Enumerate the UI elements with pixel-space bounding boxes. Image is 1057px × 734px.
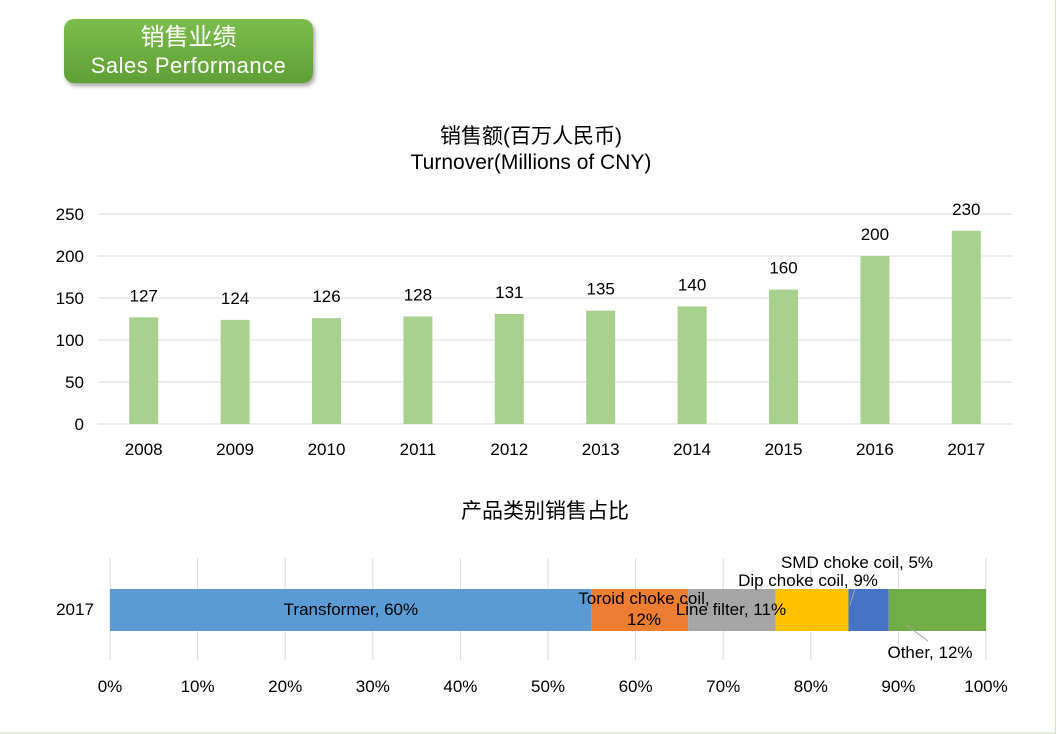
turnover-bar-chart: 销售额(百万人民币) Turnover(Millions of CNY) 0 50… <box>56 125 1012 459</box>
x-tick-label: 20% <box>268 677 302 696</box>
segment-label-line-filter: Line filter, 11% <box>676 600 786 619</box>
y-tick-label: 250 <box>56 205 84 224</box>
bar-value-label: 140 <box>678 275 706 294</box>
bar-value-label: 135 <box>587 280 615 299</box>
x-tick-label: 2011 <box>400 440 437 459</box>
segment-transformer <box>110 589 592 631</box>
x-tick-label: 60% <box>619 677 653 696</box>
share-category-label: 2017 <box>56 600 94 619</box>
bar-value-label: 128 <box>404 285 432 304</box>
segment-dip-choke-coil <box>775 589 849 631</box>
x-tick-label: 2016 <box>856 440 894 459</box>
segment-label-transformer: Transformer, 60% <box>284 600 418 619</box>
bar-2009 <box>220 319 250 424</box>
x-tick-label: 100% <box>964 677 1007 696</box>
section-title-badge: 销售业绩 Sales Performance <box>64 19 313 83</box>
y-tick-label: 50 <box>65 373 84 392</box>
bar-value-label: 126 <box>312 287 340 306</box>
share-chart-title: 产品类别销售占比 <box>461 500 629 523</box>
x-tick-label: 70% <box>706 677 740 696</box>
y-tick-label: 100 <box>56 331 84 350</box>
other-leader-line <box>905 624 929 642</box>
y-tick-label: 200 <box>56 247 84 266</box>
bar-2013 <box>586 310 616 424</box>
segment-label-other: Other, 12% <box>887 643 972 662</box>
bar-2015 <box>769 289 798 424</box>
x-tick-label: 2017 <box>947 440 985 459</box>
x-tick-label: 2010 <box>308 440 346 459</box>
bar-2010 <box>312 318 341 424</box>
chart-title-en: Turnover(Millions of CNY) <box>411 151 652 174</box>
bar-value-label: 124 <box>221 289 249 308</box>
segment-smd-choke-coil <box>848 589 889 631</box>
bar-value-label: 200 <box>861 225 889 244</box>
bar-2011 <box>403 316 433 424</box>
bar-2014 <box>677 306 707 424</box>
chart-title-cn: 销售额(百万人民币) <box>440 125 622 148</box>
x-tick-label: 30% <box>356 677 390 696</box>
bar-value-label: 131 <box>495 283 523 302</box>
x-tick-label: 10% <box>181 677 215 696</box>
segment-label-dip-choke-coil: Dip choke coil, 9% <box>738 571 878 590</box>
bar-value-label: 160 <box>769 259 797 278</box>
x-tick-label: 2013 <box>582 440 620 459</box>
bar-value-label: 230 <box>952 200 980 219</box>
segment-other <box>888 589 986 631</box>
bar-value-label: 127 <box>130 286 158 305</box>
x-tick-label: 2014 <box>673 440 711 459</box>
bar-2012 <box>494 313 524 424</box>
x-tick-label: 40% <box>443 677 477 696</box>
y-tick-label: 150 <box>56 289 84 308</box>
smd-leader-line <box>849 588 856 606</box>
x-tick-label: 2008 <box>125 440 163 459</box>
x-tick-label: 0% <box>98 677 123 696</box>
segment-toroid-choke-coil <box>591 589 689 631</box>
x-tick-label: 2015 <box>765 440 803 459</box>
segment-label-toroid: Toroid choke coil, 12% <box>578 589 709 629</box>
bar-2016 <box>860 256 890 424</box>
section-title-cn: 销售业绩 <box>140 23 237 51</box>
section-title-en: Sales Performance <box>90 53 287 78</box>
bar-2017 <box>951 230 981 424</box>
x-tick-label: 50% <box>531 677 565 696</box>
bar-2008 <box>129 317 159 424</box>
segment-label-smd-choke-coil: SMD choke coil, 5% <box>781 553 933 572</box>
y-tick-label: 0 <box>75 415 84 434</box>
x-tick-label: 2009 <box>216 440 254 459</box>
x-tick-label: 2012 <box>490 440 528 459</box>
x-tick-label: 80% <box>794 677 828 696</box>
x-tick-label: 90% <box>881 677 915 696</box>
segment-line-filter <box>688 589 776 631</box>
